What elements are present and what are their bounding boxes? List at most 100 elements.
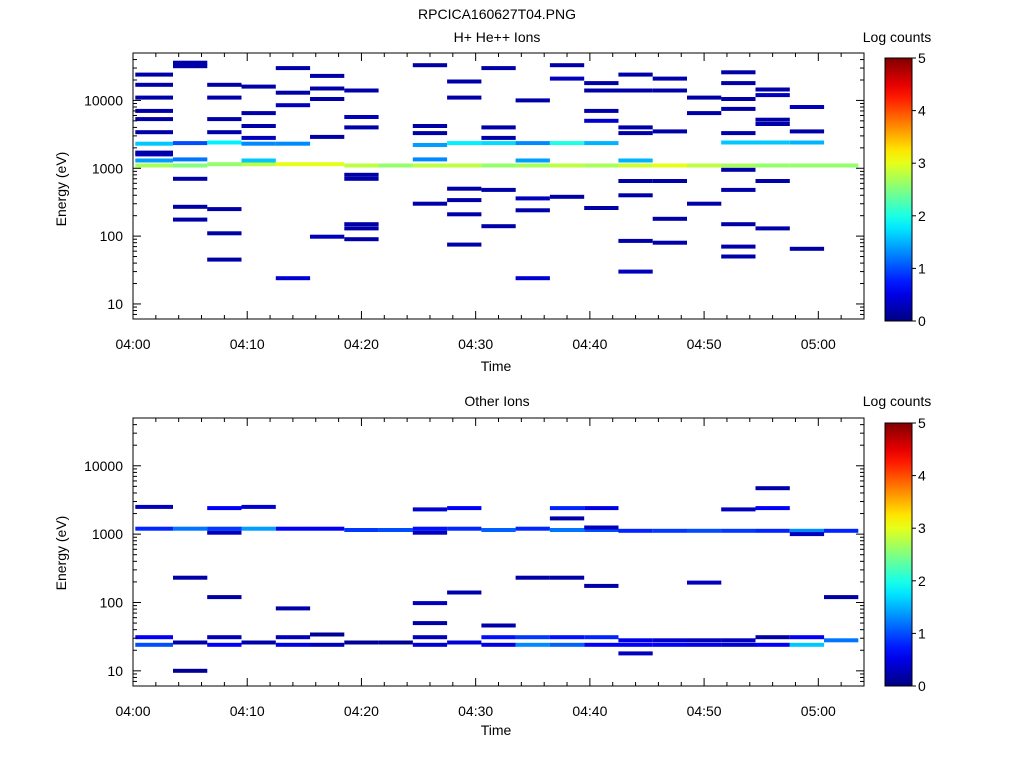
y-tick-label: 10 (107, 663, 123, 679)
heatmap-cell (789, 528, 825, 533)
heatmap-cell (275, 162, 311, 167)
heatmap-cell (378, 640, 413, 645)
heatmap-cell (135, 95, 173, 100)
heatmap-cell (207, 140, 242, 145)
heatmap-cell (721, 131, 756, 136)
heatmap-cell (310, 97, 345, 101)
heatmap-cell (789, 140, 825, 145)
heatmap-cell (584, 141, 619, 146)
heatmap-cell (173, 668, 208, 673)
colorbar-scale (884, 57, 913, 322)
heatmap-cell (618, 163, 653, 168)
heatmap-cell (549, 635, 585, 640)
heatmap-cell (549, 528, 585, 532)
heatmap-cell (481, 224, 516, 229)
heatmap-cell (481, 642, 516, 647)
colorbar-scale (884, 422, 913, 687)
heatmap-cell (549, 63, 585, 68)
heatmap-cell (412, 530, 448, 535)
x-tick-label: 04:40 (572, 336, 607, 352)
y-tick-label: 10 (107, 296, 123, 312)
heatmap-cell (481, 635, 516, 640)
heatmap-cell (447, 198, 482, 203)
heatmap-cell (515, 208, 550, 213)
heatmap-cell (549, 163, 585, 168)
heatmap-cell (584, 525, 619, 530)
heatmap-cell (135, 158, 173, 163)
heatmap-cell (135, 141, 173, 146)
heatmap-cell (173, 526, 208, 531)
heatmap-cell (412, 163, 448, 168)
heatmap-cell (241, 158, 276, 163)
heatmap-cell (344, 640, 379, 645)
heatmap-cell (618, 528, 653, 533)
heatmap-cell (310, 234, 345, 239)
heatmap-cell (173, 157, 208, 162)
y-tick-label: 1000 (92, 526, 123, 542)
heatmap-cell (584, 108, 619, 113)
heatmap-cell (618, 638, 653, 643)
panel-title: Other Ions (464, 393, 529, 409)
heatmap-cell (549, 642, 585, 647)
heatmap-cell (584, 206, 619, 210)
heatmap-cell (378, 528, 413, 532)
heatmap-cell (173, 141, 208, 146)
heatmap-cell (755, 93, 790, 98)
heatmap-cell (447, 163, 482, 168)
heatmap-cell (618, 193, 653, 198)
heatmap-cell (173, 217, 208, 222)
heatmap-cell (652, 179, 687, 183)
heatmap-cell (207, 82, 242, 87)
heatmap-cell (515, 642, 550, 647)
heatmap-cell (481, 623, 516, 628)
heatmap-cell (789, 246, 825, 251)
heatmap-cell (310, 642, 345, 647)
heatmap-cell (755, 506, 790, 511)
colorbar-tick-label: 4 (918, 103, 926, 119)
colorbar-tick-label: 5 (918, 50, 926, 66)
heatmap-cell (207, 117, 242, 122)
heatmap-cell (207, 130, 242, 135)
heatmap-cell (173, 176, 208, 181)
heatmap-cell (721, 163, 756, 168)
heatmap-cell (652, 163, 687, 168)
heatmap-cell (481, 528, 516, 532)
heatmap-cell (344, 226, 379, 231)
heatmap-cell (412, 621, 448, 626)
heatmap-cell (241, 141, 276, 146)
heatmap-cell (481, 141, 516, 146)
heatmap-cell (173, 64, 208, 69)
heatmap-cell (687, 642, 722, 647)
heatmap-cell (652, 528, 687, 533)
heatmap-cell (721, 507, 756, 512)
heatmap-cell (584, 635, 619, 640)
heatmap-cell (618, 72, 653, 77)
heatmap-cell (584, 583, 619, 588)
heatmap-cell (549, 516, 585, 521)
x-tick-label: 04:00 (115, 336, 150, 352)
heatmap-cell (515, 158, 550, 163)
heatmap-cell (344, 172, 379, 177)
heatmap-cell (412, 201, 448, 206)
heatmap-cells (135, 60, 859, 281)
colorbar-tick-label: 3 (918, 520, 926, 536)
heatmap-cell (207, 595, 242, 600)
heatmap-cell (618, 269, 653, 274)
heatmap-cell (824, 595, 859, 600)
heatmap-cell (549, 194, 585, 199)
heatmap-cell (275, 103, 311, 108)
colorbar-tick-label: 1 (918, 260, 926, 276)
heatmap-cell (412, 526, 448, 531)
heatmap-cell (135, 526, 173, 531)
heatmap-cell (275, 526, 311, 531)
heatmap-cell (481, 135, 516, 140)
heatmap-cell (275, 90, 311, 95)
heatmap-cell (275, 642, 311, 647)
heatmap-cell (652, 76, 687, 81)
y-tick-label: 10000 (84, 458, 123, 474)
heatmap-cell (135, 635, 173, 640)
heatmap-cell (275, 635, 311, 640)
heatmap-cell (584, 163, 619, 168)
